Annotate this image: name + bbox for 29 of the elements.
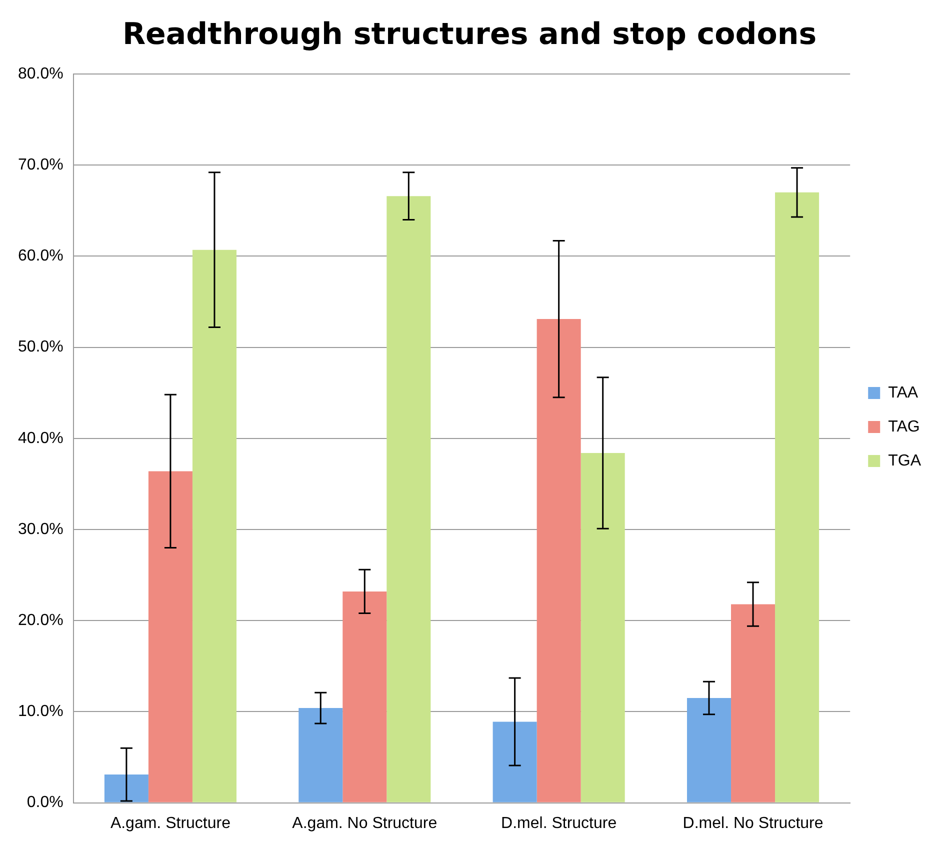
x-tick-label: A.gam. No Structure bbox=[292, 814, 438, 832]
legend-label: TAG bbox=[888, 418, 920, 436]
bar bbox=[386, 196, 431, 802]
bar bbox=[298, 708, 343, 802]
y-tick-label: 10.0% bbox=[18, 703, 64, 720]
y-tick-label: 30.0% bbox=[18, 520, 64, 538]
chart-title: Readthrough structures and stop codons bbox=[122, 16, 817, 52]
bar bbox=[580, 452, 625, 802]
legend-label: TGA bbox=[888, 452, 922, 470]
bar bbox=[686, 698, 732, 802]
legend-label: TAA bbox=[888, 384, 918, 402]
bar bbox=[342, 591, 387, 802]
y-tick-label: 40.0% bbox=[18, 430, 64, 447]
bar bbox=[731, 604, 776, 802]
bar bbox=[492, 722, 537, 802]
bar bbox=[148, 471, 192, 802]
y-tick-label: 50.0% bbox=[18, 338, 64, 356]
y-tick-label: 70.0% bbox=[18, 156, 64, 174]
x-tick-label: D.mel. No Structure bbox=[682, 814, 824, 832]
bar bbox=[775, 192, 820, 802]
y-tick-label: 20.0% bbox=[18, 612, 64, 630]
bar bbox=[104, 774, 148, 802]
bar bbox=[536, 319, 581, 802]
y-tick-label: 60.0% bbox=[18, 248, 64, 265]
bar bbox=[192, 250, 236, 802]
x-tick-label: D.mel. Structure bbox=[501, 814, 617, 832]
y-tick-label: 80.0% bbox=[18, 65, 64, 82]
x-tick-label: A.gam. Structure bbox=[110, 814, 231, 832]
y-tick-label: 0.0% bbox=[26, 794, 64, 812]
